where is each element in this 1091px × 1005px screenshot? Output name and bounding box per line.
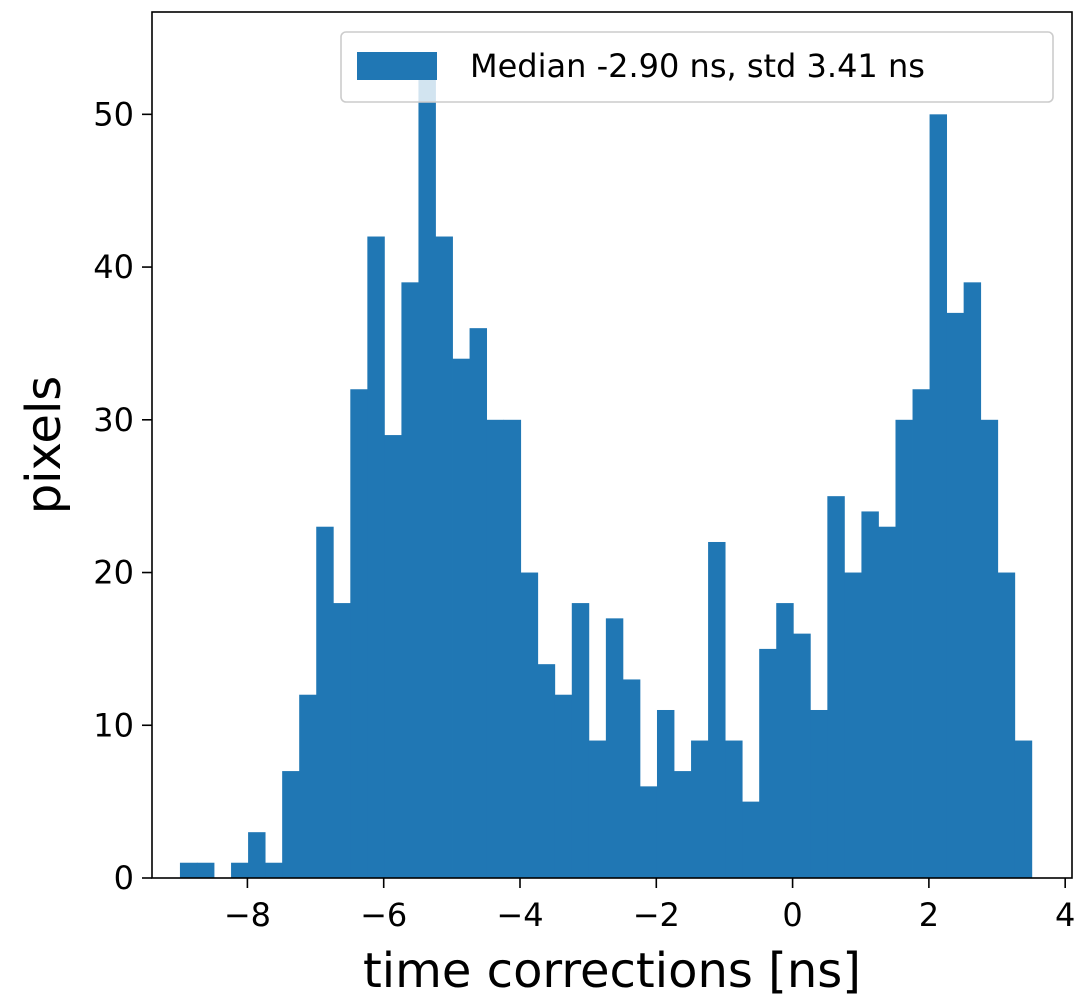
x-tick-label: −4 — [496, 896, 543, 934]
histogram-bar — [179, 862, 198, 878]
legend: Median -2.90 ns, std 3.41 ns — [340, 31, 1054, 103]
histogram-bar — [401, 282, 419, 878]
histogram-bars — [179, 53, 1033, 879]
histogram-bar — [486, 419, 505, 878]
plot-frame — [151, 11, 1073, 879]
histogram-bar — [742, 801, 760, 878]
histogram-bar — [622, 679, 641, 878]
histogram-bar — [537, 664, 556, 878]
histogram-bar — [861, 511, 879, 878]
x-axis-title: time corrections [ns] — [363, 943, 861, 999]
histogram-bar — [282, 771, 300, 878]
legend-box — [340, 31, 1054, 103]
histogram-bar — [418, 53, 436, 878]
histogram-bar — [708, 541, 726, 878]
histogram-bar — [793, 633, 811, 878]
x-tick-label: −2 — [633, 896, 680, 934]
histogram-bar — [691, 740, 709, 878]
y-tick-label: 0 — [114, 859, 134, 897]
histogram-bar — [316, 526, 334, 878]
histogram-bar — [912, 389, 930, 878]
y-tick-label: 20 — [93, 554, 134, 592]
histogram-bar — [231, 862, 249, 878]
y-tick-label: 50 — [93, 95, 134, 133]
histogram-bar — [196, 862, 215, 878]
histogram-bar — [367, 236, 385, 878]
histogram-bar — [980, 419, 999, 878]
x-tick-label: 0 — [782, 896, 802, 934]
histogram-bar — [554, 694, 573, 878]
histogram-bar — [895, 419, 913, 878]
histogram-bar — [588, 740, 607, 878]
histogram-bar — [248, 832, 266, 878]
histogram-bar — [452, 358, 470, 879]
histogram-bar — [759, 648, 777, 878]
histogram-bar — [827, 496, 845, 878]
histogram-bar — [963, 282, 982, 878]
x-tick-label: −8 — [224, 896, 271, 934]
histogram-bar — [656, 709, 675, 878]
histogram-bar — [997, 572, 1016, 878]
histogram-bar — [265, 862, 283, 878]
y-axis-title: pixels — [16, 376, 72, 515]
histogram-bar — [929, 114, 948, 879]
histogram-bar — [878, 526, 896, 878]
histogram-bar — [946, 312, 965, 878]
histogram-bar — [639, 786, 658, 878]
histogram-bar — [1014, 740, 1033, 878]
x-tick-label: −6 — [360, 896, 407, 934]
y-axis-ticks: 0 10 20 30 40 50 — [93, 95, 152, 897]
histogram-bar — [605, 618, 624, 878]
x-axis-ticks: −8 −6 −4 −2 0 2 4 — [224, 878, 1075, 934]
histogram-bar — [520, 572, 539, 878]
histogram-bar — [810, 709, 828, 878]
legend-swatch — [357, 52, 437, 80]
legend-label: Median -2.90 ns, std 3.41 ns — [470, 47, 925, 85]
histogram-bar — [333, 603, 351, 878]
histogram-bar — [571, 603, 590, 878]
histogram-bar — [725, 740, 743, 878]
x-tick-label: 2 — [919, 896, 939, 934]
histogram-bar — [776, 603, 794, 878]
x-tick-label: 4 — [1055, 896, 1075, 934]
histogram-bar — [674, 771, 692, 878]
histogram-bar — [299, 694, 317, 878]
histogram-bar — [844, 572, 862, 878]
histogram-bar — [384, 435, 402, 878]
y-tick-label: 40 — [93, 248, 134, 286]
histogram-bar — [350, 389, 368, 878]
y-tick-label: 30 — [93, 401, 134, 439]
histogram-bar — [503, 419, 522, 878]
histogram-bar — [435, 236, 453, 878]
y-tick-label: 10 — [93, 706, 134, 744]
histogram-bar — [469, 328, 488, 879]
